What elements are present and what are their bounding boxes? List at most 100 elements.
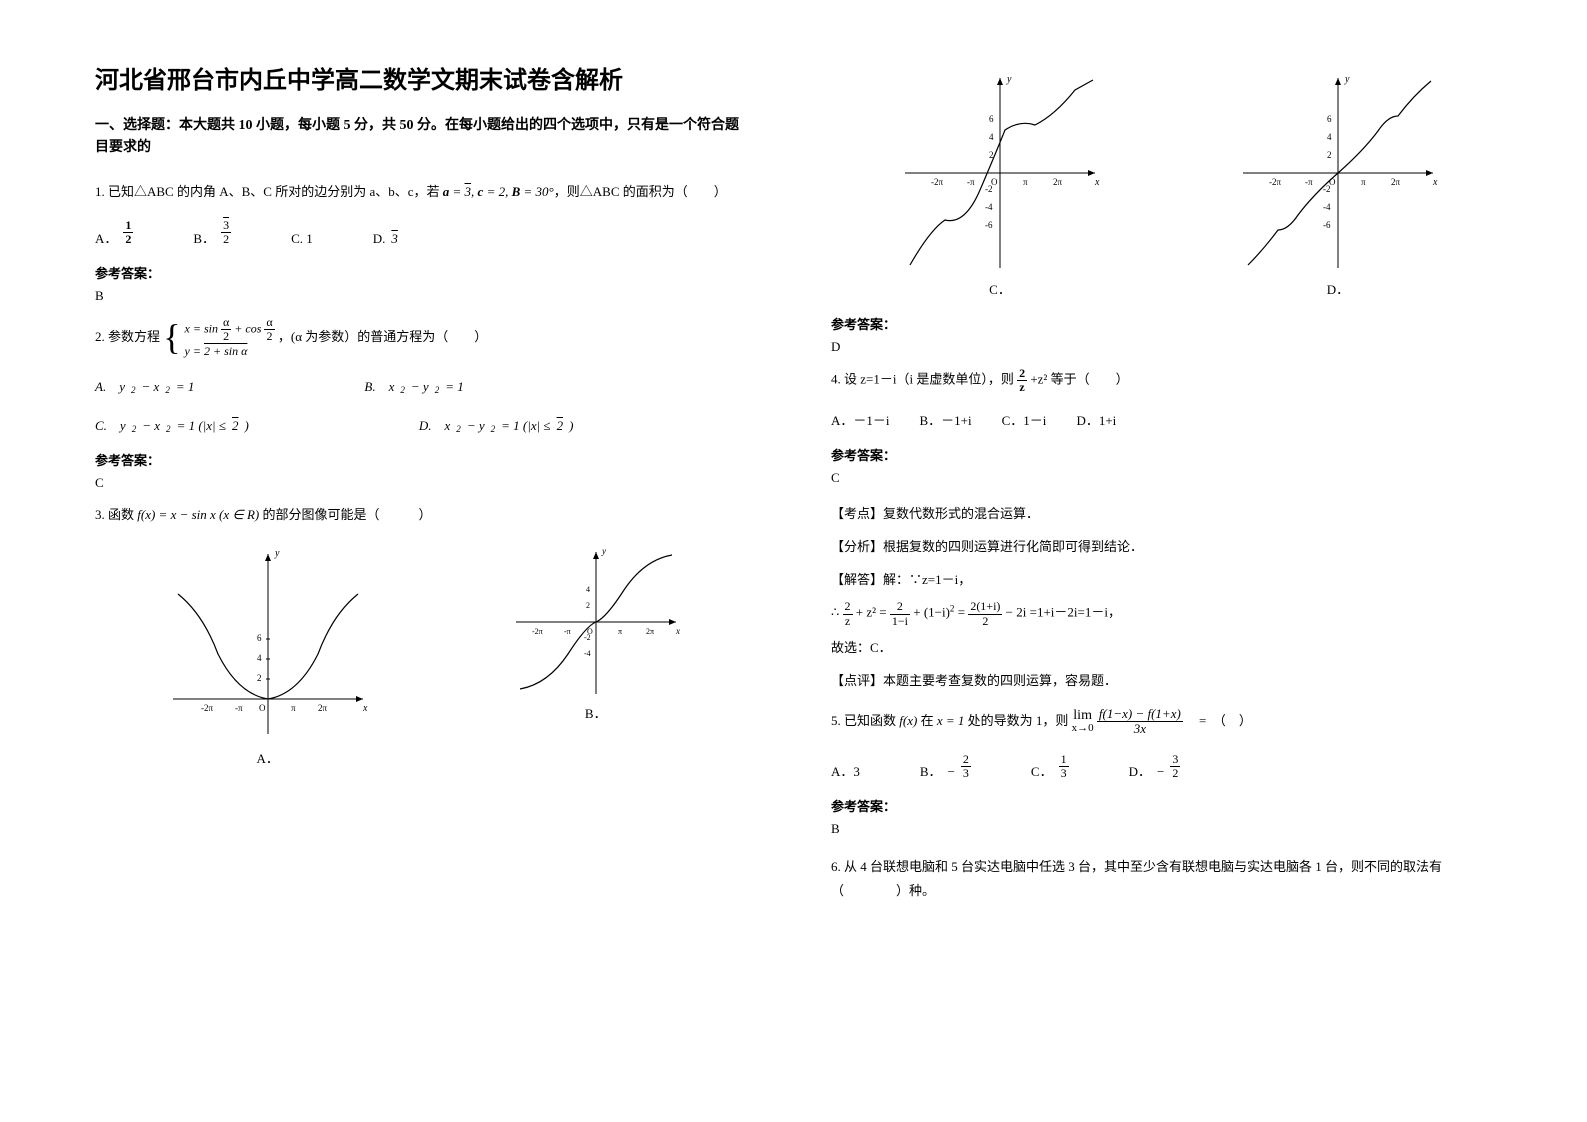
svg-text:-2: -2 [985, 184, 993, 194]
svg-text:y: y [1344, 74, 1350, 85]
svg-text:-2π: -2π [532, 627, 543, 636]
graph-A: x y O π 2π -π -2π 2 4 6 A． [163, 544, 373, 767]
q2-options: A. y2 − x2 = 1 B. x2 − y2 = 1 C. y2 − x2… [95, 376, 751, 434]
svg-text:π: π [1361, 177, 1366, 187]
q4-optC: C．1－i [1002, 410, 1047, 429]
svg-text:y: y [274, 548, 280, 559]
q3-stem: 3. 函数 f(x) = x − sin x (x ∈ R) 的部分图像可能是（… [95, 503, 751, 526]
svg-text:π: π [618, 627, 622, 636]
svg-text:2π: 2π [646, 627, 654, 636]
q5-answer: B [831, 821, 1507, 837]
q2-post: ，(α 为参数）的普通方程为（ ） [278, 329, 487, 344]
q4-jieda1: 【解答】解：∵z=1－i， [831, 568, 1507, 593]
q1-answer: B [95, 288, 751, 304]
section-heading: 一、选择题：本大题共 10 小题，每小题 5 分，共 50 分。在每小题给出的四… [95, 115, 751, 160]
q4-stem-post: +z² 等于（ ） [1030, 372, 1128, 387]
q2-pre: 2. 参数方程 [95, 329, 160, 344]
svg-text:-π: -π [1305, 177, 1313, 187]
svg-text:π: π [1023, 177, 1028, 187]
q5-limit: lim x→0 [1072, 709, 1094, 734]
q1-pre: 1. 已知△ABC 的内角 A、B、C 所对的边分别为 a、b、c，若 [95, 184, 440, 199]
graph-C: x y O π 2π -π -2π 2 4 6 -2 -4 -6 C． [895, 70, 1105, 298]
q4-kaodian: 【考点】复数代数形式的混合运算． [831, 502, 1507, 527]
q1-optD: D.3 [373, 231, 398, 247]
svg-text:-2π: -2π [931, 177, 943, 187]
graph-D-label: D． [1233, 279, 1443, 298]
svg-text:4: 4 [257, 653, 262, 663]
q4-answer-label: 参考答案： [831, 445, 1507, 464]
svg-text:4: 4 [1327, 132, 1332, 142]
q1-formula: a = 3, c = 2, B = 30° [443, 184, 554, 199]
q3-pre: 3. 函数 [95, 507, 134, 522]
q5-mid: 在 [921, 713, 937, 728]
page-title: 河北省邢台市内丘中学高二数学文期末试卷含解析 [95, 60, 751, 95]
graph-B: x y O π 2π -π -2π 2 4 -2 -4 B． [508, 544, 683, 767]
svg-text:O: O [259, 703, 266, 713]
q2-optD: D. x2 − y2 = 1 (|x| ≤ 2) [419, 415, 574, 434]
q2-stem: 2. 参数方程 { x = sin α2 + cos α2 y = 2 + si… [95, 316, 751, 360]
svg-text:2π: 2π [1053, 177, 1063, 187]
q5-mid2: 处的导数为 1，则 [968, 713, 1072, 728]
svg-text:x: x [1094, 177, 1100, 188]
svg-text:2: 2 [586, 601, 590, 610]
graph-C-label: C． [895, 279, 1105, 298]
q4-answer: C [831, 470, 1507, 486]
q4-frac: 2z [1017, 367, 1027, 394]
q4-guxuan: 故选：C． [831, 636, 1507, 661]
svg-text:x: x [362, 703, 368, 714]
graph-A-svg: x y O π 2π -π -2π 2 4 6 [163, 544, 373, 744]
svg-text:2π: 2π [1391, 177, 1401, 187]
svg-text:6: 6 [1327, 114, 1332, 124]
svg-text:4: 4 [989, 132, 994, 142]
q5-pre: 5. 已知函数 [831, 713, 896, 728]
q5-optD: D． −32 [1129, 753, 1181, 780]
svg-text:-π: -π [967, 177, 975, 187]
svg-text:-4: -4 [584, 649, 591, 658]
q3-func: f(x) = x − sin x (x ∈ R) [137, 507, 259, 522]
graph-B-label: B． [508, 703, 683, 722]
q5-optC: C． 13 [1031, 753, 1069, 780]
right-column: x y O π 2π -π -2π 2 4 6 -2 -4 -6 C． [801, 60, 1507, 1082]
q4-optA: A．－1－i [831, 410, 890, 429]
svg-text:-π: -π [564, 627, 571, 636]
svg-text:-4: -4 [985, 202, 993, 212]
graph-A-label: A． [163, 748, 373, 767]
q4-jieda2: ∴ 2z + z² = 21−i + (1−i)2 = 2(1+i)2 − 2i… [831, 600, 1507, 627]
q4-dianping: 【点评】本题主要考查复数的四则运算，容易题． [831, 669, 1507, 694]
q1-optC: C. 1 [291, 231, 313, 247]
q4-optB: B．－1+i [920, 410, 972, 429]
q5-stem: 5. 已知函数 f(x) 在 x = 1 处的导数为 1，则 lim x→0 f… [831, 707, 1507, 737]
svg-text:-2π: -2π [1269, 177, 1281, 187]
svg-text:-π: -π [235, 703, 243, 713]
svg-text:x: x [1432, 177, 1438, 188]
q5-at: x = 1 [937, 713, 965, 728]
q2-optB: B. x2 − y2 = 1 [364, 376, 463, 395]
q6-stem: 6. 从 4 台联想电脑和 5 台实达电脑中任选 3 台，其中至少含有联想电脑与… [831, 855, 1507, 902]
q5-optA: A．3 [831, 761, 860, 780]
svg-text:x: x [675, 626, 680, 636]
q3-graphs-CD: x y O π 2π -π -2π 2 4 6 -2 -4 -6 C． [831, 70, 1507, 298]
svg-text:6: 6 [989, 114, 994, 124]
left-column: 河北省邢台市内丘中学高二数学文期末试卷含解析 一、选择题：本大题共 10 小题，… [95, 60, 801, 1082]
q4-options: A．－1－i B．－1+i C．1－i D．1+i [831, 410, 1507, 429]
q4-fenxi: 【分析】根据复数的四则运算进行化简即可得到结论． [831, 535, 1507, 560]
q5-optB: B． −23 [920, 753, 971, 780]
svg-text:y: y [601, 546, 606, 556]
svg-text:4: 4 [586, 585, 590, 594]
svg-text:-6: -6 [985, 220, 993, 230]
svg-text:-2: -2 [584, 633, 591, 642]
q3-post: 的部分图像可能是（ ） [263, 507, 432, 522]
q2-param-eq: { x = sin α2 + cos α2 y = 2 + sin α [163, 316, 274, 360]
q1-optA: A．12 [95, 219, 133, 246]
svg-text:-4: -4 [1323, 202, 1331, 212]
q3-graphs-AB: x y O π 2π -π -2π 2 4 6 A． [95, 544, 751, 767]
graph-C-svg: x y O π 2π -π -2π 2 4 6 -2 -4 -6 [895, 70, 1105, 275]
graph-D: x y O π 2π -π -2π 2 4 6 -2 -4 -6 D． [1233, 70, 1443, 298]
q1-options: A．12 B．32 C. 1 D.3 [95, 219, 751, 246]
q4-stem: 4. 设 z=1－i（i 是虚数单位），则 2z +z² 等于（ ） [831, 367, 1507, 394]
q5-options: A．3 B． −23 C． 13 D． −32 [831, 753, 1507, 780]
svg-text:-6: -6 [1323, 220, 1331, 230]
svg-text:2: 2 [1327, 150, 1332, 160]
q1-answer-label: 参考答案： [95, 263, 751, 282]
q4-stem-text: 4. 设 z=1－i（i 是虚数单位），则 [831, 372, 1014, 387]
